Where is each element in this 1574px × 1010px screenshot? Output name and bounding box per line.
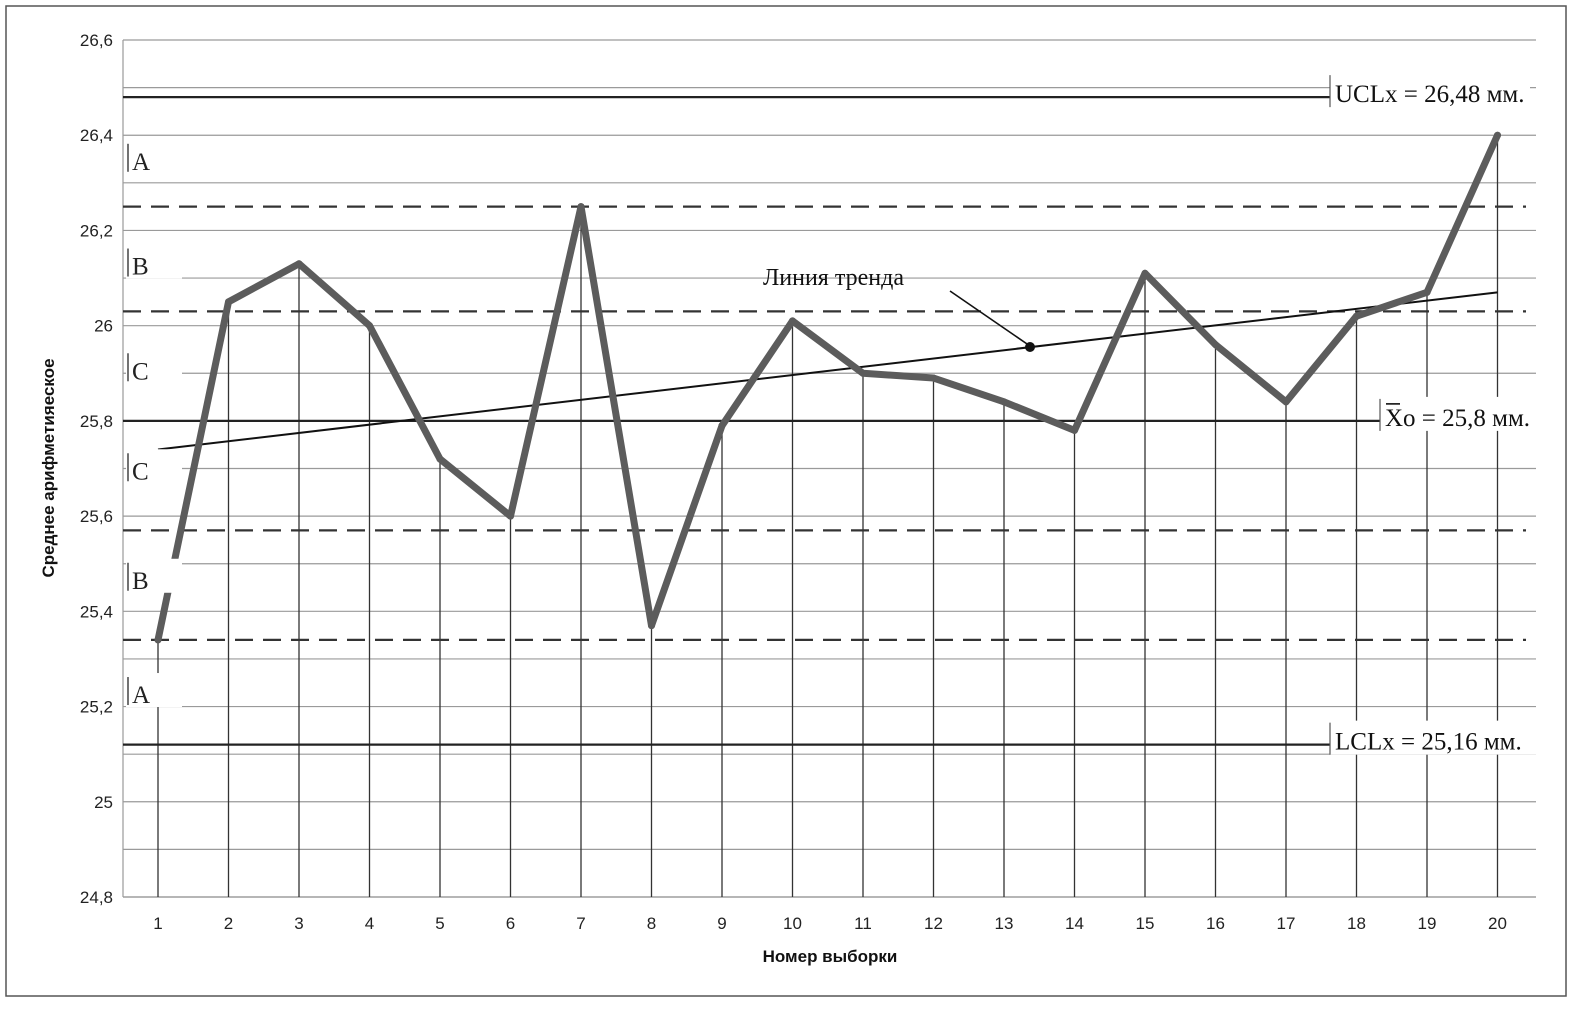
zone-label-bg [126, 244, 182, 279]
x-tick-label: 15 [1136, 914, 1155, 933]
x-tick-label: 20 [1488, 914, 1507, 933]
data-point [154, 636, 162, 644]
data-point [577, 203, 585, 211]
trend-leader-dot [1025, 342, 1035, 352]
data-point [295, 260, 303, 268]
data-point [1000, 398, 1008, 406]
y-tick-label: 24,8 [80, 888, 113, 907]
data-point [1353, 312, 1360, 320]
lcl-label: LCLx = 25,16 мм. [1335, 729, 1522, 756]
data-point [1071, 426, 1078, 434]
data-point [1141, 269, 1149, 277]
trend-label: Линия тренда [763, 265, 904, 291]
y-tick-labels: 24,8 25 25,2 25,4 25,6 25,8 26 26,2 26,4 26,6 [80, 31, 113, 907]
data-point [436, 455, 444, 463]
y-tick-label: 26,6 [80, 31, 113, 50]
x-axis-title: Номер выборки [763, 947, 898, 966]
x-tick-label: 18 [1347, 914, 1366, 933]
data-point [648, 622, 655, 630]
zone-labels: A B C C B A [126, 139, 182, 709]
x-tick-label: 2 [224, 914, 233, 933]
data-point [225, 298, 232, 306]
x-tick-label: 9 [717, 914, 726, 933]
zone-label-bg [126, 139, 182, 174]
lcl-label-bg [1330, 720, 1558, 755]
control-limit-labels: UCLx = 26,48 мм. Xo = 25,8 мм. LCLx = 25,1… [1329, 73, 1558, 756]
ucl-label-bg [1330, 73, 1530, 108]
data-point [930, 374, 937, 382]
y-tick-label: 25,6 [80, 507, 113, 526]
center-label: Xo = 25,8 мм. [1385, 405, 1530, 432]
zone-label-bg [126, 673, 182, 708]
data-point [1212, 341, 1219, 349]
x-tick-label: 5 [435, 914, 444, 933]
x-tick-label: 6 [506, 914, 515, 933]
x-tick-label: 12 [924, 914, 943, 933]
x-tick-label: 11 [854, 914, 872, 933]
data-point [789, 317, 796, 325]
zone-label: C [132, 458, 149, 485]
x-tick-label: 1 [153, 914, 162, 933]
y-tick-label: 26,2 [80, 221, 113, 240]
x-tick-label: 4 [365, 914, 374, 933]
control-limit-lines [123, 96, 1380, 746]
zone-label: B [132, 568, 149, 595]
y-axis-title: Среднее арифметияеское [39, 358, 58, 577]
x-tick-label: 14 [1065, 914, 1084, 933]
y-tick-label: 26 [94, 317, 113, 336]
center-label-bg [1380, 396, 1558, 431]
x-tick-label: 17 [1277, 914, 1296, 933]
y-tick-label: 25 [94, 793, 113, 812]
zone-label: C [132, 358, 149, 385]
x-tick-label: 10 [783, 914, 802, 933]
gridlines [122, 39, 1536, 898]
x-tick-label: 13 [995, 914, 1014, 933]
y-tick-label: 26,4 [80, 126, 113, 145]
series-line [154, 131, 1501, 644]
data-point [1494, 131, 1501, 139]
x-tick-label: 3 [294, 914, 303, 933]
data-series [154, 131, 1501, 644]
trend-leader-line [949, 290, 1031, 347]
x-tick-label: 7 [576, 914, 585, 933]
y-tick-label: 25,8 [80, 412, 113, 431]
x-tick-labels: 1 2 3 4 5 6 7 8 9 10 11 12 13 14 15 16 17 18 19 20 [153, 914, 1507, 933]
y-tick-label: 25,2 [80, 698, 113, 717]
data-point [859, 369, 867, 377]
data-point [507, 512, 514, 520]
chart-frame [5, 5, 1567, 997]
ucl-label: UCLx = 26,48 мм. [1335, 81, 1525, 108]
zone-label: B [132, 254, 149, 281]
data-point [1282, 398, 1290, 406]
data-point [366, 322, 373, 330]
y-tick-label: 25,4 [80, 602, 113, 621]
trend: Линия тренда [157, 265, 1498, 451]
x-tick-label: 19 [1418, 914, 1437, 933]
data-point [1423, 288, 1431, 296]
zone-label-bg [126, 349, 182, 384]
x-tick-label: 8 [647, 914, 656, 933]
zone-label: A [132, 682, 150, 709]
trend-line [157, 291, 1498, 451]
x-tick-label: 16 [1206, 914, 1225, 933]
zone-label-bg [126, 449, 182, 484]
data-point [718, 422, 726, 430]
zone-label: A [132, 149, 150, 176]
zone-label-bg [126, 558, 182, 593]
